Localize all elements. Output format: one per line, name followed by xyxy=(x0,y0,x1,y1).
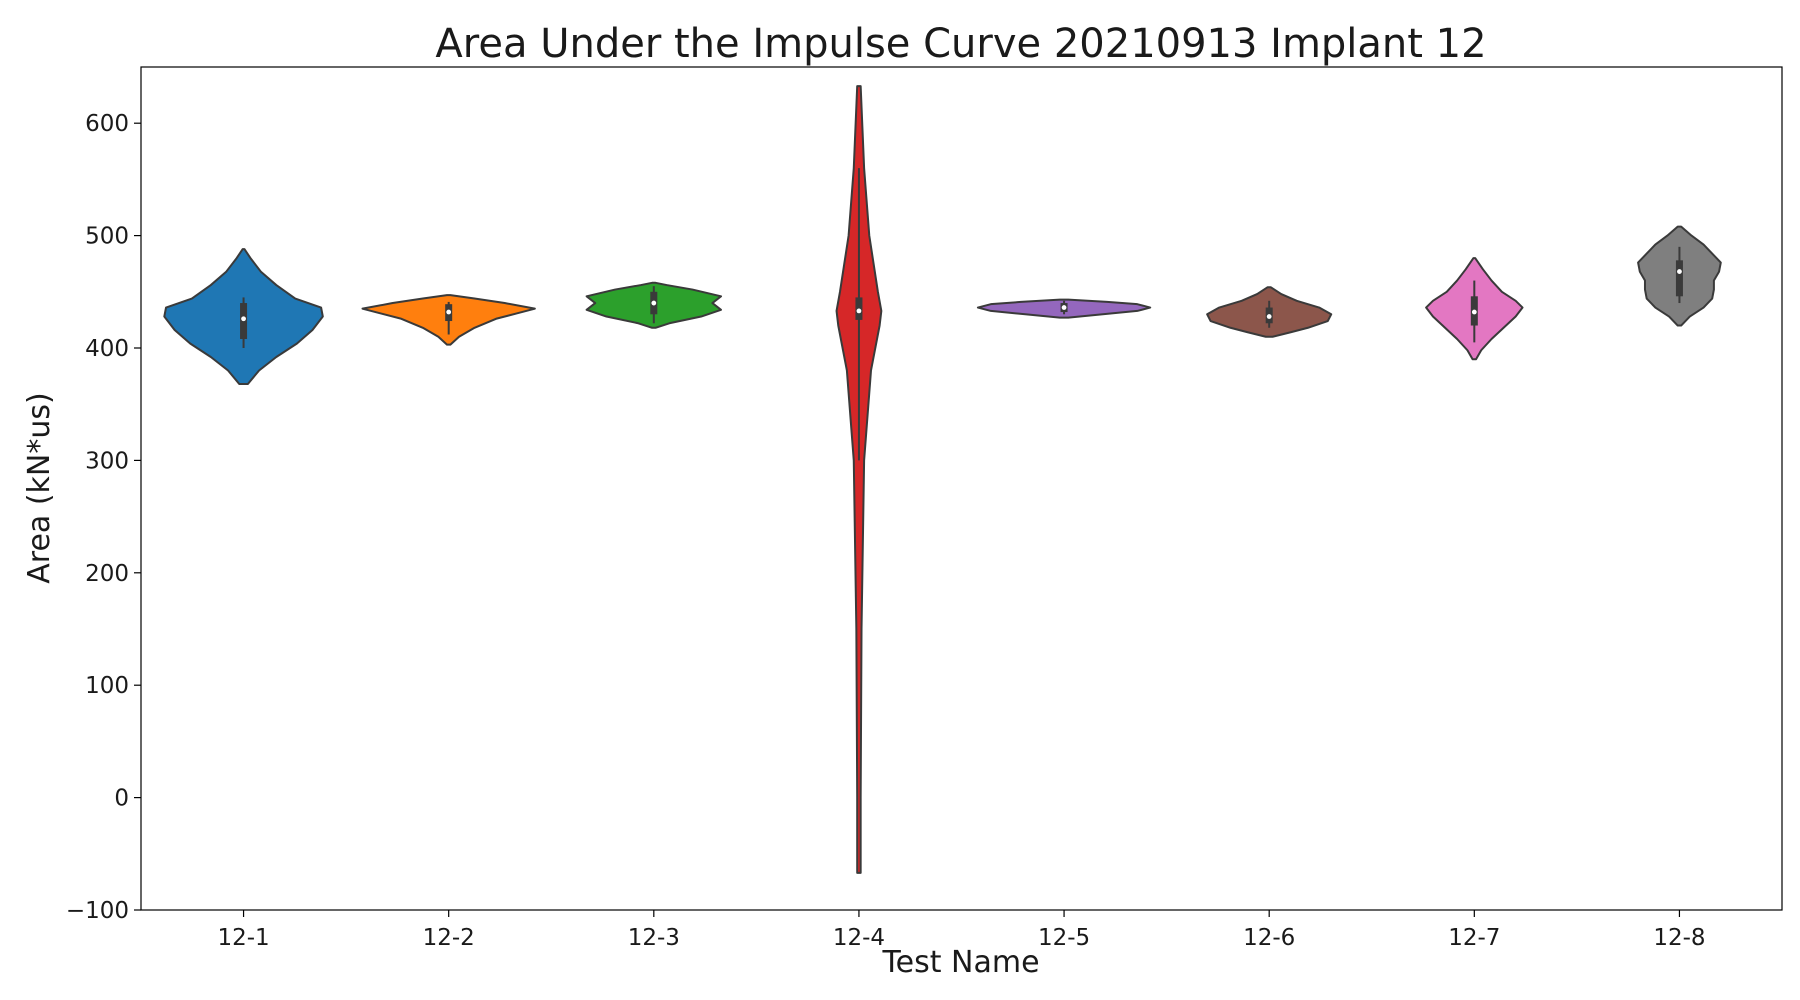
y-axis-label: Area (kN*us) xyxy=(22,392,57,583)
x-tick-label: 12-7 xyxy=(1448,925,1500,951)
x-tick-label: 12-3 xyxy=(628,925,680,951)
median-dot-12-4 xyxy=(856,308,862,314)
x-tick-label: 12-5 xyxy=(1038,925,1090,951)
median-dot-12-5 xyxy=(1061,305,1067,310)
median-dot-12-8 xyxy=(1677,269,1682,274)
iqr-box-12-8 xyxy=(1675,260,1683,297)
x-tick-label: 12-1 xyxy=(217,925,269,951)
x-axis-label: Test Name xyxy=(881,945,1039,980)
x-tick-label: 12-6 xyxy=(1243,925,1295,951)
x-tick-label: 12-8 xyxy=(1653,925,1705,951)
median-dot-12-1 xyxy=(241,316,246,322)
plot-frame xyxy=(140,66,1783,911)
x-tick-label: 12-4 xyxy=(833,925,885,951)
y-tick-label: −100 xyxy=(66,898,129,924)
y-tick-label: 100 xyxy=(85,673,129,699)
plot-area: −100 0 100 200 300 400 500 600 12-1 12-2 12-3 12-4 1… xyxy=(66,66,1783,951)
y-tick-label: 0 xyxy=(114,786,129,812)
median-dot-12-2 xyxy=(446,309,452,315)
median-dot-12-6 xyxy=(1266,314,1272,319)
chart-title: Area Under the Impulse Curve 20210913 Im… xyxy=(435,21,1486,67)
median-dot-12-3 xyxy=(651,300,657,306)
median-dot-12-7 xyxy=(1471,309,1477,315)
y-tick-label: 400 xyxy=(85,336,129,362)
y-tick-label: 600 xyxy=(85,111,129,137)
y-tick-label: 500 xyxy=(85,224,129,250)
x-tick-label: 12-2 xyxy=(423,925,475,951)
y-tick-label: 200 xyxy=(85,561,129,587)
violin-12-4 xyxy=(835,85,883,874)
y-tick-label: 300 xyxy=(85,448,129,474)
